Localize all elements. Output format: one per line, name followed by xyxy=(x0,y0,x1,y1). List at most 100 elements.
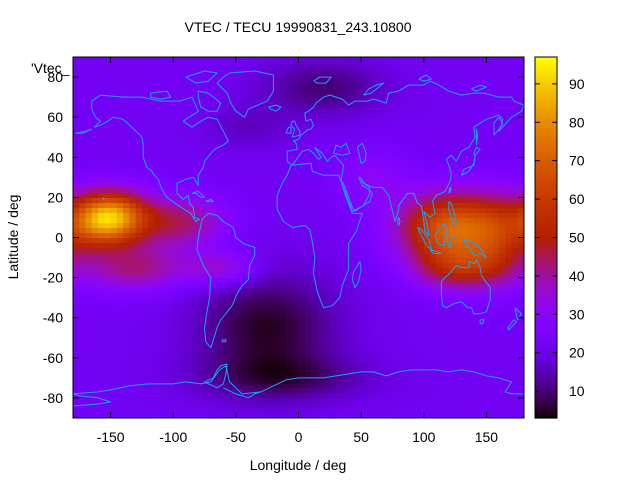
heatmap-cell xyxy=(129,357,137,364)
heatmap-cell xyxy=(141,227,149,234)
heatmap-cell xyxy=(298,77,306,83)
heatmap-cell xyxy=(517,217,524,224)
heatmap-cell xyxy=(467,112,475,118)
heatmap-cell xyxy=(392,172,400,178)
heatmap-cell xyxy=(323,207,331,214)
heatmap-cell xyxy=(210,342,218,349)
heatmap-cell xyxy=(198,247,206,254)
heatmap-cell xyxy=(367,157,375,163)
heatmap-cell xyxy=(110,257,118,264)
heatmap-cell xyxy=(254,157,262,163)
heatmap-cell xyxy=(354,247,362,254)
heatmap-cell xyxy=(273,207,281,214)
heatmap-cell xyxy=(248,157,256,163)
heatmap-cell xyxy=(486,317,494,324)
heatmap-cell xyxy=(79,237,87,244)
heatmap-cell xyxy=(461,397,469,404)
heatmap-cell xyxy=(298,297,306,304)
heatmap-cell xyxy=(229,82,237,88)
heatmap-cell xyxy=(323,242,331,249)
heatmap-cell xyxy=(104,377,112,384)
heatmap-cell xyxy=(473,182,481,188)
heatmap-cell xyxy=(173,72,181,78)
heatmap-cell xyxy=(254,387,262,394)
heatmap-cell xyxy=(79,357,87,364)
heatmap-cell xyxy=(292,117,300,123)
heatmap-cell xyxy=(386,137,394,143)
heatmap-cell xyxy=(242,312,249,319)
heatmap-cell xyxy=(436,152,444,158)
heatmap-cell xyxy=(473,367,481,374)
heatmap-cell xyxy=(204,117,212,123)
heatmap-cell xyxy=(467,317,475,324)
heatmap-cell xyxy=(210,132,218,138)
heatmap-cell xyxy=(311,287,318,294)
heatmap-cell xyxy=(273,327,281,334)
heatmap-cell xyxy=(379,187,387,193)
heatmap-cell xyxy=(304,372,312,379)
heatmap-cell xyxy=(129,112,137,118)
heatmap-cell xyxy=(116,237,124,244)
heatmap-cell xyxy=(73,312,80,319)
heatmap-cell xyxy=(404,302,412,309)
heatmap-cell xyxy=(461,192,469,198)
heatmap-cell xyxy=(248,282,256,289)
heatmap-cell xyxy=(511,367,519,374)
heatmap-cell xyxy=(279,352,287,359)
heatmap-cell xyxy=(160,67,168,73)
heatmap-cell xyxy=(367,212,375,219)
heatmap-cell xyxy=(411,322,419,329)
heatmap-cell xyxy=(279,247,287,254)
heatmap-cell xyxy=(498,212,506,219)
heatmap-cell xyxy=(217,107,224,113)
heatmap-cell xyxy=(417,382,425,389)
heatmap-cell xyxy=(204,182,212,188)
heatmap-cell xyxy=(79,202,87,209)
heatmap-cell xyxy=(104,217,112,224)
heatmap-cell xyxy=(179,392,187,399)
heatmap-cell xyxy=(455,387,462,394)
heatmap-cell xyxy=(304,237,312,244)
heatmap-cell xyxy=(210,247,218,254)
heatmap-cell xyxy=(160,327,168,334)
heatmap-cell xyxy=(279,307,287,314)
heatmap-cell xyxy=(254,82,262,88)
heatmap-cell xyxy=(423,182,431,188)
heatmap-cell xyxy=(148,177,156,183)
heatmap-cell xyxy=(448,157,456,163)
heatmap-cell xyxy=(248,272,256,279)
heatmap-cell xyxy=(411,352,419,359)
heatmap-cell xyxy=(417,292,425,299)
heatmap-cell xyxy=(361,192,368,198)
heatmap-cell xyxy=(448,227,456,234)
heatmap-cell xyxy=(348,177,356,183)
heatmap-cell xyxy=(467,182,475,188)
heatmap-cell xyxy=(480,232,488,239)
heatmap-cell xyxy=(436,127,444,133)
heatmap-cell xyxy=(129,107,137,113)
heatmap-cell xyxy=(417,272,425,279)
heatmap-cell xyxy=(198,162,206,168)
heatmap-cell xyxy=(285,337,293,344)
heatmap-cell xyxy=(354,82,362,88)
heatmap-cell xyxy=(285,192,293,198)
heatmap-cell xyxy=(311,182,318,188)
heatmap-cell xyxy=(398,232,406,239)
heatmap-cell xyxy=(336,397,343,404)
heatmap-cell xyxy=(91,322,99,329)
heatmap-cell xyxy=(285,287,293,294)
heatmap-cell xyxy=(336,162,343,168)
heatmap-cell xyxy=(235,302,243,309)
heatmap-cell xyxy=(348,372,356,379)
heatmap-cell xyxy=(148,292,156,299)
heatmap-cell xyxy=(279,102,287,108)
heatmap-cell xyxy=(386,282,394,289)
heatmap-cell xyxy=(273,217,281,224)
heatmap-cell xyxy=(98,102,105,108)
heatmap-cell xyxy=(85,67,93,73)
heatmap-cell xyxy=(473,307,481,314)
heatmap-cell xyxy=(141,302,149,309)
heatmap-cell xyxy=(336,187,343,193)
heatmap-cell xyxy=(373,222,381,229)
heatmap-cell xyxy=(73,377,80,384)
